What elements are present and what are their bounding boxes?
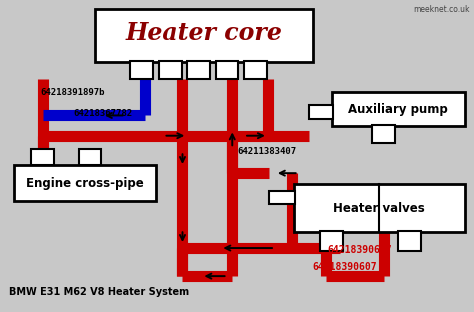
Bar [79, 149, 101, 165]
Bar [372, 125, 395, 143]
Bar [31, 149, 54, 165]
Bar [130, 61, 153, 79]
Text: 64218391897b: 64218391897b [40, 88, 105, 97]
Text: Heater valves: Heater valves [333, 202, 425, 215]
Bar [244, 61, 267, 79]
Bar [187, 61, 210, 79]
Text: BMW E31 M62 V8 Heater System: BMW E31 M62 V8 Heater System [9, 287, 190, 297]
Bar [320, 231, 343, 251]
Text: Engine cross-pipe: Engine cross-pipe [27, 177, 144, 190]
Text: 64218390607: 64218390607 [313, 262, 377, 272]
Text: Auxiliary pump: Auxiliary pump [348, 103, 448, 116]
Bar [14, 165, 156, 201]
Bar [216, 61, 238, 79]
Bar [269, 191, 295, 204]
Text: 64218390607: 64218390607 [327, 245, 392, 255]
Bar [398, 231, 421, 251]
Bar [309, 105, 333, 119]
Text: meeknet.co.uk: meeknet.co.uk [413, 5, 469, 14]
Bar [159, 61, 182, 79]
Bar [294, 184, 465, 232]
Text: 64218367782: 64218367782 [73, 109, 133, 118]
Text: Heater core: Heater core [126, 21, 282, 45]
Text: 64211383407: 64211383407 [237, 148, 296, 156]
Bar [95, 9, 313, 62]
Bar [332, 92, 465, 126]
